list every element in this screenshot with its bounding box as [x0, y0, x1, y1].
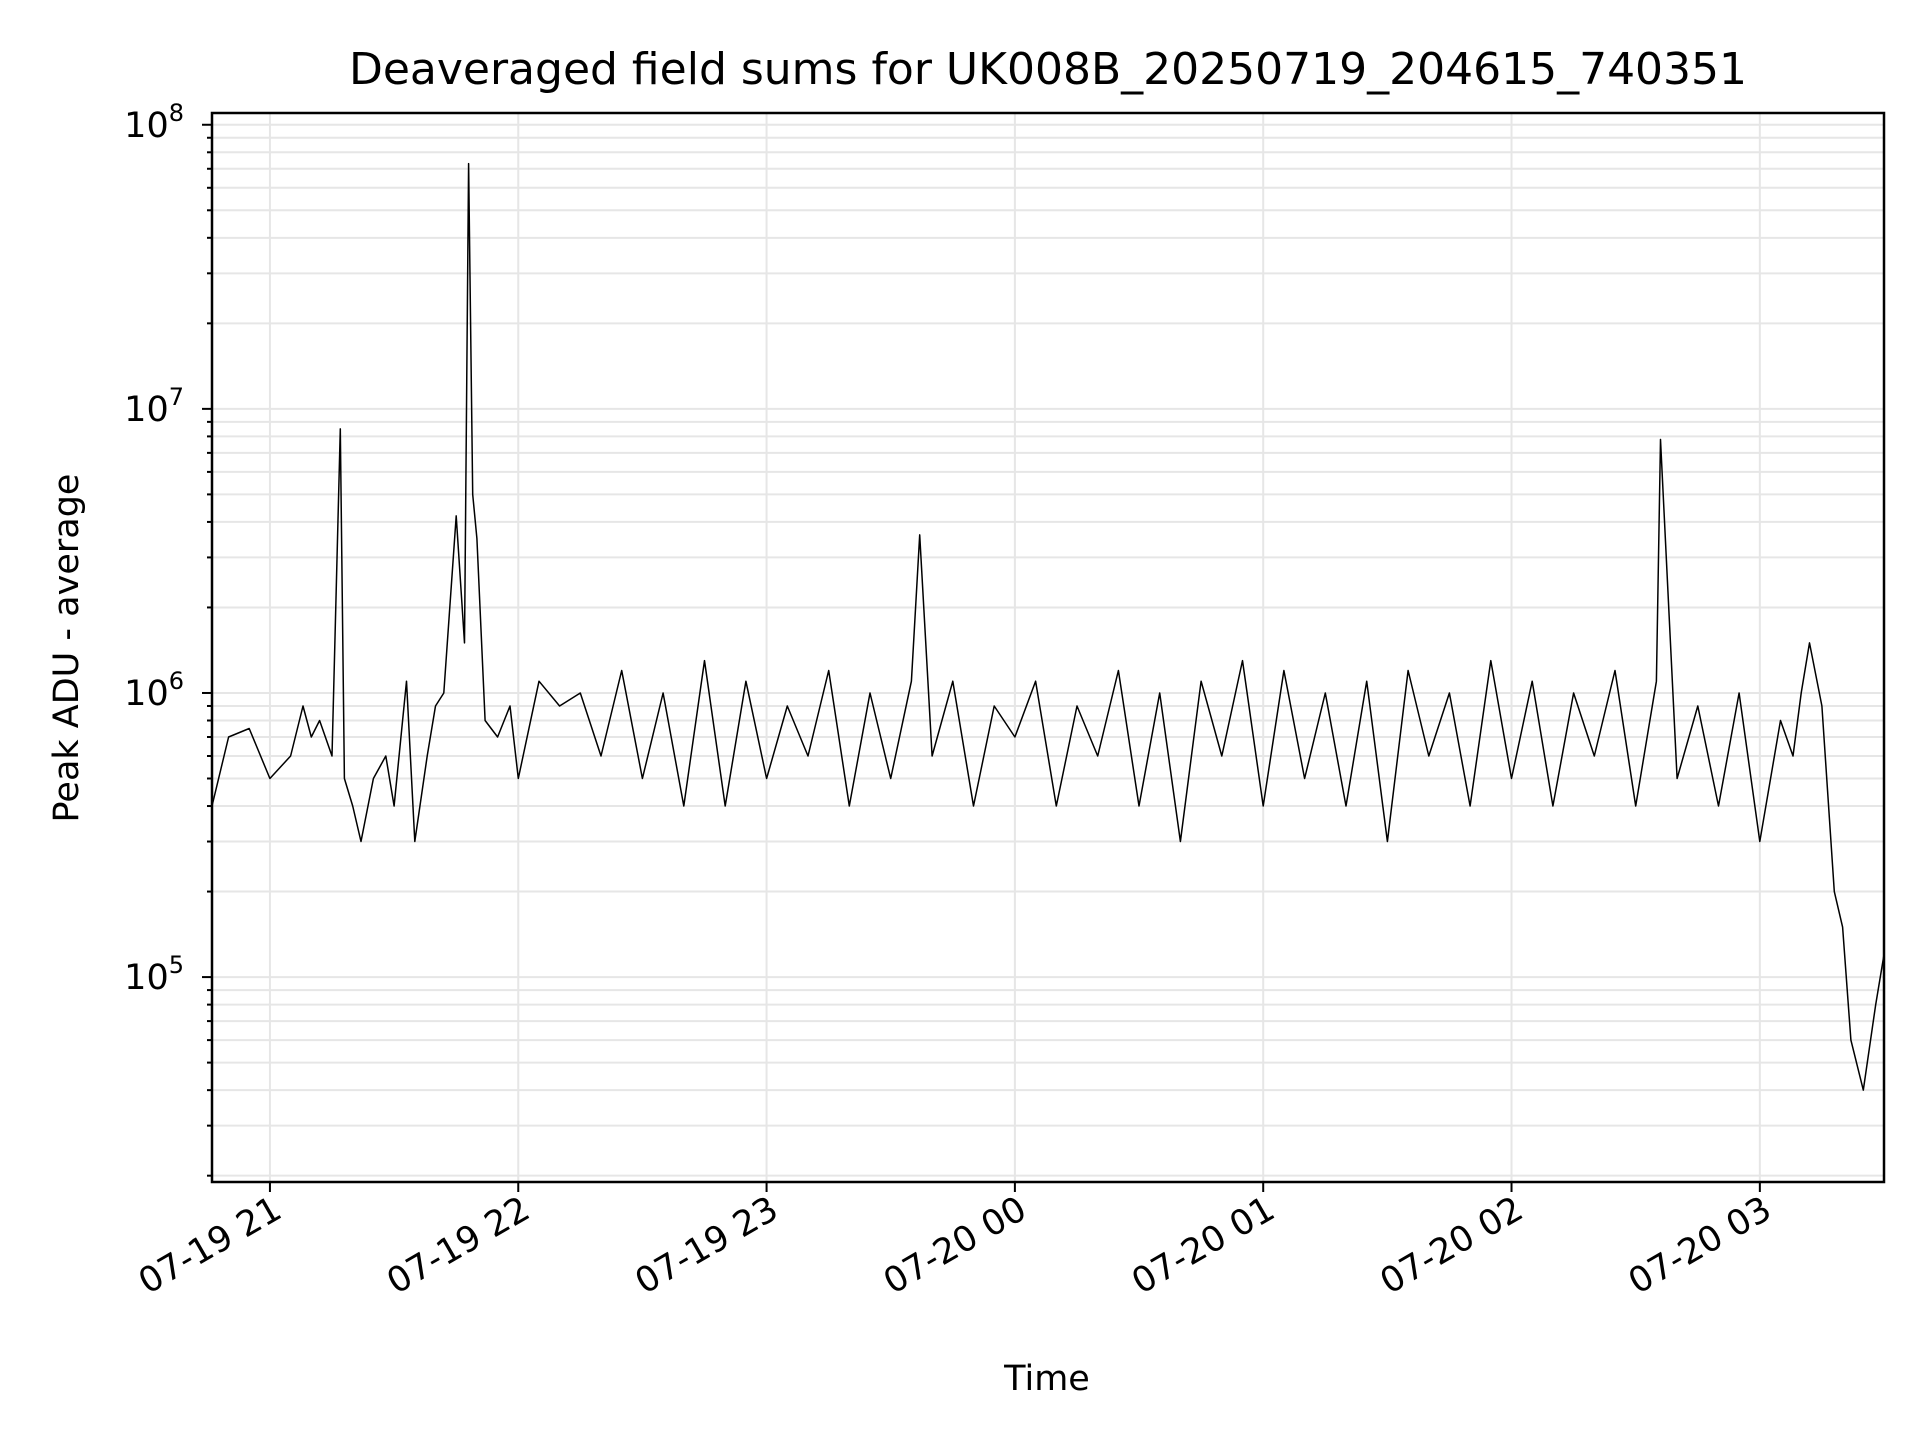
grid	[212, 113, 1884, 1182]
series-line	[211, 162, 1885, 1091]
y-tick-label: 107	[124, 383, 184, 430]
y-tick-label: 108	[124, 99, 184, 146]
x-axis-label: Time	[1003, 1359, 1090, 1399]
plot-frame	[210, 111, 1886, 1184]
y-tick-label: 105	[124, 951, 184, 998]
data-layer	[211, 162, 1885, 1091]
chart-title: Deaveraged field sums for UK008B_2025071…	[349, 44, 1747, 95]
y-axis-label: Peak ADU - average	[47, 474, 87, 823]
y-tick-label: 106	[124, 667, 184, 714]
